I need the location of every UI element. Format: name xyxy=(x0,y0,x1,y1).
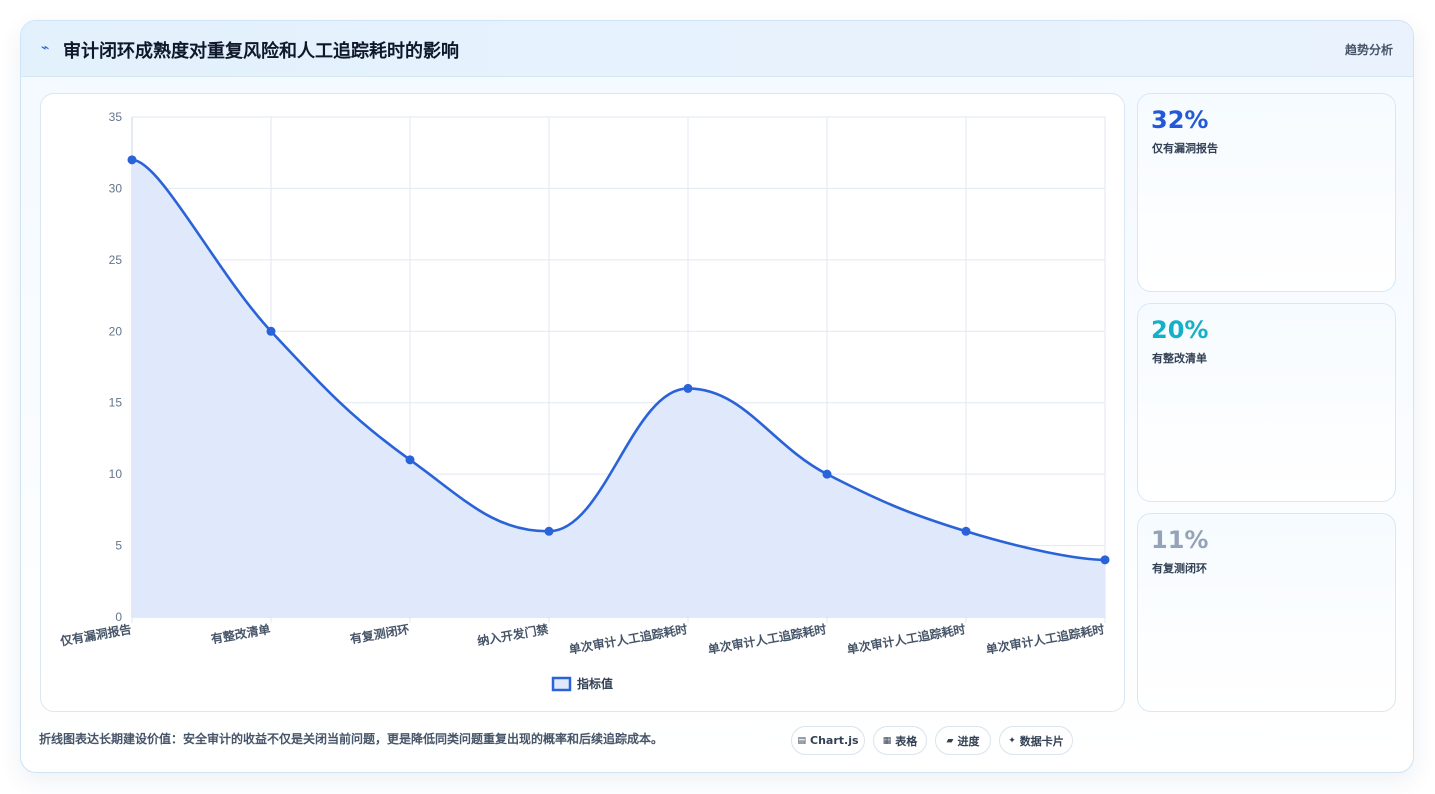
series-area xyxy=(132,159,1105,617)
x-tick-label: 单次审计人工追踪耗时 xyxy=(846,621,967,657)
y-tick-label: 5 xyxy=(115,539,122,553)
pill-label: 进度 xyxy=(957,734,980,748)
data-point xyxy=(405,455,415,465)
pill-chartjs[interactable]: ▤ Chart.js xyxy=(791,726,865,755)
chart-icon: ▤ xyxy=(797,735,806,746)
x-tick-label: 仅有漏洞报告 xyxy=(58,621,133,648)
page-title: 审计闭环成熟度对重复风险和人工追踪耗时的影响 xyxy=(63,41,459,62)
chart-panel: 0 5 10 15 20 25 30 35 仅有漏洞报告 有整改清单 有复测闭环 纳入开发门禁 单次审计… xyxy=(40,93,1125,712)
bolt-icon: ⌁ xyxy=(41,40,50,56)
y-tick-label: 0 xyxy=(115,610,122,624)
stat-card-3: 11% 有复测闭环 xyxy=(1137,513,1396,712)
y-tick-label: 35 xyxy=(109,110,123,124)
y-tick-label: 20 xyxy=(109,324,123,338)
footer-note: 折线图表达长期建设价值：安全审计的收益不仅是关闭当前问题，更是降低同类问题重复出… xyxy=(39,732,664,746)
pill-label: 表格 xyxy=(895,734,918,748)
table-icon: ▦ xyxy=(882,735,892,746)
x-tick-label: 单次审计人工追踪耗时 xyxy=(707,621,828,657)
x-tick-label: 纳入开发门禁 xyxy=(476,621,550,648)
data-point xyxy=(822,469,832,479)
y-tick-label: 30 xyxy=(109,181,123,195)
y-tick-label: 15 xyxy=(109,396,123,410)
stat-label-1: 仅有漏洞报告 xyxy=(1152,142,1218,155)
stat-value-3: 11% xyxy=(1151,526,1209,554)
data-point xyxy=(1100,555,1110,565)
pill-progress[interactable]: ▰ 进度 xyxy=(935,726,991,755)
stat-value-2: 20% xyxy=(1151,316,1209,344)
legend-swatch xyxy=(551,676,572,692)
x-tick-label: 有整改清单 xyxy=(210,621,272,646)
data-point xyxy=(127,155,137,165)
progress-icon: ▰ xyxy=(946,735,954,746)
data-point xyxy=(683,383,693,393)
x-tick-label: 有复测闭环 xyxy=(349,621,411,646)
pill-label: Chart.js xyxy=(810,734,859,747)
stat-label-3: 有复测闭环 xyxy=(1152,562,1207,575)
y-tick-label: 10 xyxy=(109,467,123,481)
main-card: ⌁ 审计闭环成熟度对重复风险和人工追踪耗时的影响 趋势分析 0 5 10 15 20 25… xyxy=(20,20,1414,773)
pill-data-card[interactable]: ✦ 数据卡片 xyxy=(999,726,1073,755)
stat-card-2: 20% 有整改清单 xyxy=(1137,303,1396,502)
x-tick-label: 单次审计人工追踪耗时 xyxy=(568,621,689,657)
y-tick-label: 25 xyxy=(109,253,123,267)
trend-analysis-label[interactable]: 趋势分析 xyxy=(1344,43,1393,57)
sparkle-icon: ✦ xyxy=(1008,735,1016,746)
x-tick-label: 单次审计人工追踪耗时 xyxy=(985,621,1106,657)
legend-label: 指标值 xyxy=(577,676,613,691)
data-point xyxy=(266,326,276,336)
data-point xyxy=(544,526,554,536)
pill-label: 数据卡片 xyxy=(1019,734,1064,748)
pill-table[interactable]: ▦ 表格 xyxy=(873,726,927,755)
stat-label-2: 有整改清单 xyxy=(1152,352,1207,365)
data-point xyxy=(961,526,971,536)
stat-value-1: 32% xyxy=(1151,106,1209,134)
header: ⌁ 审计闭环成熟度对重复风险和人工追踪耗时的影响 趋势分析 xyxy=(21,21,1413,77)
stat-card-1: 32% 仅有漏洞报告 xyxy=(1137,93,1396,292)
